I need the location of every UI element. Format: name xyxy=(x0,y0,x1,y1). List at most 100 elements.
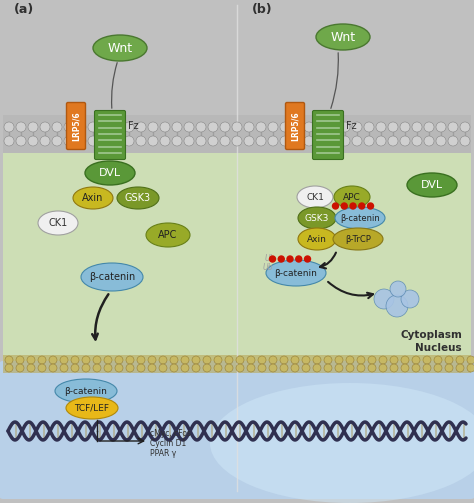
Circle shape xyxy=(38,356,46,364)
Circle shape xyxy=(225,356,233,364)
Ellipse shape xyxy=(298,207,336,229)
Text: β-catenin: β-catenin xyxy=(64,386,108,395)
Circle shape xyxy=(364,136,374,146)
Circle shape xyxy=(137,356,145,364)
Ellipse shape xyxy=(298,228,336,250)
Circle shape xyxy=(64,136,74,146)
Circle shape xyxy=(236,364,244,372)
Text: β-TrCP: β-TrCP xyxy=(345,234,371,243)
Text: cMyc, cFos: cMyc, cFos xyxy=(150,429,191,438)
Circle shape xyxy=(258,356,266,364)
Circle shape xyxy=(16,356,24,364)
Circle shape xyxy=(280,364,288,372)
Text: β-catenin: β-catenin xyxy=(274,269,318,278)
Circle shape xyxy=(367,203,374,209)
Circle shape xyxy=(203,356,211,364)
Text: Ub: Ub xyxy=(263,263,273,272)
Text: (b): (b) xyxy=(252,3,273,16)
Circle shape xyxy=(126,356,134,364)
Circle shape xyxy=(40,136,50,146)
Circle shape xyxy=(170,364,178,372)
Circle shape xyxy=(368,364,376,372)
Text: LRP5/6: LRP5/6 xyxy=(291,111,300,141)
Circle shape xyxy=(359,203,365,209)
Circle shape xyxy=(280,122,290,132)
Ellipse shape xyxy=(81,263,143,291)
Circle shape xyxy=(304,122,314,132)
Circle shape xyxy=(292,136,302,146)
Circle shape xyxy=(357,356,365,364)
Circle shape xyxy=(256,136,266,146)
Text: Axin: Axin xyxy=(307,234,327,243)
Circle shape xyxy=(350,203,356,209)
Circle shape xyxy=(341,203,347,209)
Circle shape xyxy=(304,136,314,146)
Circle shape xyxy=(214,356,222,364)
Text: TCF/LEF: TCF/LEF xyxy=(74,403,109,412)
Text: CK1: CK1 xyxy=(306,193,324,202)
Circle shape xyxy=(148,364,156,372)
Circle shape xyxy=(316,122,326,132)
Circle shape xyxy=(244,136,254,146)
Circle shape xyxy=(100,122,110,132)
Circle shape xyxy=(280,136,290,146)
Circle shape xyxy=(172,136,182,146)
Circle shape xyxy=(268,136,278,146)
Circle shape xyxy=(60,364,68,372)
Circle shape xyxy=(287,256,293,262)
Circle shape xyxy=(324,364,332,372)
Circle shape xyxy=(64,122,74,132)
Circle shape xyxy=(460,136,470,146)
Circle shape xyxy=(148,356,156,364)
Text: Fz: Fz xyxy=(128,121,138,131)
Circle shape xyxy=(280,356,288,364)
Text: Wnt: Wnt xyxy=(108,42,133,54)
Circle shape xyxy=(269,356,277,364)
Circle shape xyxy=(232,136,242,146)
Circle shape xyxy=(148,136,158,146)
Circle shape xyxy=(460,122,470,132)
Ellipse shape xyxy=(266,260,326,286)
Circle shape xyxy=(445,364,453,372)
Circle shape xyxy=(434,356,442,364)
Circle shape xyxy=(148,122,158,132)
Text: GSK3: GSK3 xyxy=(125,193,151,203)
Ellipse shape xyxy=(146,223,190,247)
Circle shape xyxy=(296,256,302,262)
Circle shape xyxy=(401,290,419,308)
Text: Wnt: Wnt xyxy=(330,31,356,43)
Circle shape xyxy=(247,356,255,364)
Text: Cyclin D1: Cyclin D1 xyxy=(150,439,186,448)
Circle shape xyxy=(269,364,277,372)
Text: APC: APC xyxy=(158,230,178,240)
Text: Fz: Fz xyxy=(346,121,356,131)
Text: (a): (a) xyxy=(14,3,34,16)
Circle shape xyxy=(270,256,275,262)
Ellipse shape xyxy=(66,397,118,419)
Circle shape xyxy=(196,122,206,132)
Ellipse shape xyxy=(297,186,333,208)
Circle shape xyxy=(346,364,354,372)
Circle shape xyxy=(124,136,134,146)
Circle shape xyxy=(88,136,98,146)
Circle shape xyxy=(364,122,374,132)
Circle shape xyxy=(313,356,321,364)
Circle shape xyxy=(112,122,122,132)
Circle shape xyxy=(184,136,194,146)
Circle shape xyxy=(100,136,110,146)
Ellipse shape xyxy=(334,186,370,208)
Circle shape xyxy=(126,364,134,372)
Text: CK1: CK1 xyxy=(48,218,68,228)
Circle shape xyxy=(448,122,458,132)
Circle shape xyxy=(112,136,122,146)
Ellipse shape xyxy=(93,35,147,61)
Circle shape xyxy=(93,364,101,372)
Circle shape xyxy=(93,356,101,364)
Circle shape xyxy=(374,289,394,309)
Circle shape xyxy=(335,356,343,364)
Circle shape xyxy=(352,136,362,146)
Circle shape xyxy=(328,136,338,146)
Circle shape xyxy=(258,364,266,372)
Circle shape xyxy=(28,136,38,146)
Circle shape xyxy=(424,122,434,132)
